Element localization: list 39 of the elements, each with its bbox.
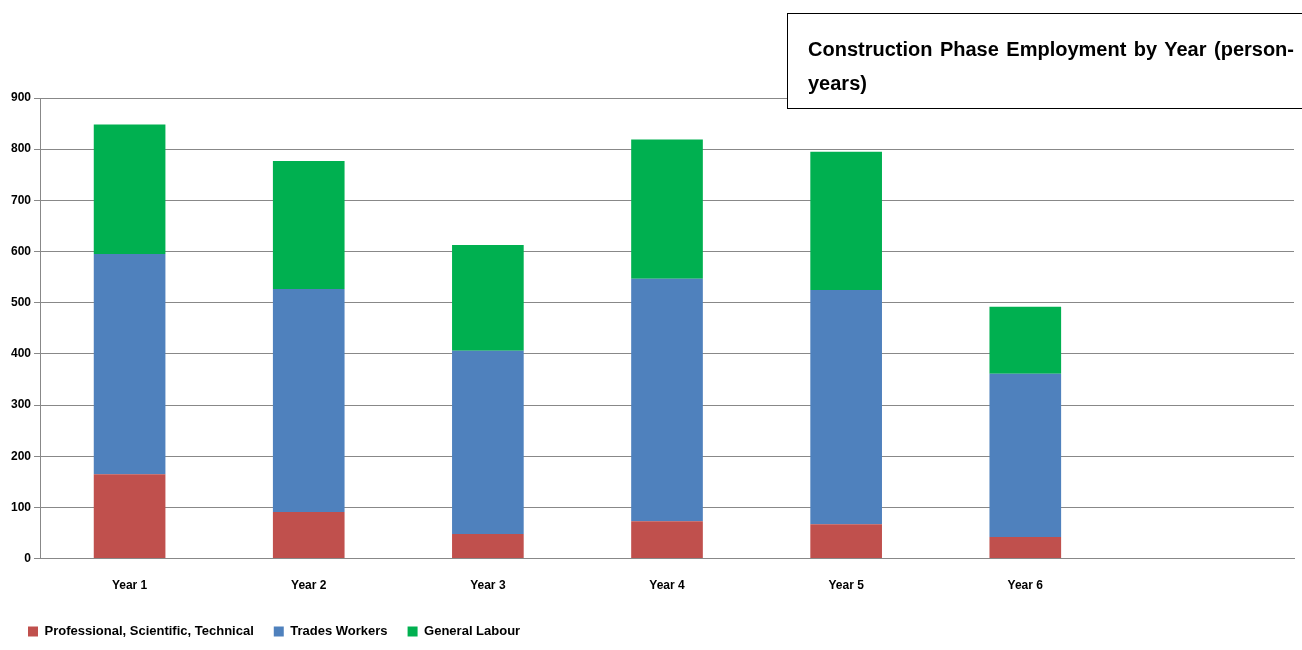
- bar: [93, 254, 166, 475]
- bar: [989, 373, 1062, 538]
- bar: [631, 139, 703, 279]
- y-tick-label: 200: [10, 448, 32, 463]
- legend-label: Professional, Scientific, Technical: [44, 623, 254, 639]
- x-tick-label: Year 3: [470, 578, 506, 593]
- y-tick-label: 400: [10, 346, 32, 361]
- y-tick-label: 300: [10, 397, 32, 412]
- y-tick-label: 900: [10, 90, 32, 105]
- y-tick-label: 700: [10, 192, 32, 207]
- chart-title: Construction Phase Employment by Year (person-years): [808, 37, 1294, 96]
- bar: [272, 160, 345, 289]
- x-tick-label: Year 1: [111, 578, 148, 593]
- y-tick-label: 100: [10, 499, 32, 514]
- bar: [93, 124, 166, 255]
- x-tick-label: Year 4: [649, 578, 686, 593]
- bar: [272, 512, 345, 559]
- x-tick-label: Year 2: [291, 578, 327, 593]
- bar: [810, 151, 882, 290]
- bar: [631, 521, 703, 559]
- bar: [452, 350, 524, 535]
- bar: [93, 474, 166, 559]
- x-tick-label: Year 6: [1007, 578, 1044, 593]
- legend-label: General Labour: [424, 623, 521, 639]
- y-tick-label: 0: [24, 550, 32, 565]
- y-tick-label: 500: [10, 295, 32, 310]
- bar: [631, 278, 703, 522]
- bar: [452, 244, 524, 351]
- bar: [989, 306, 1062, 374]
- legend-label: Trades Workers: [290, 623, 388, 639]
- bar: [810, 524, 882, 559]
- bar: [810, 289, 882, 525]
- y-tick-label: 600: [10, 243, 32, 258]
- bar: [452, 534, 524, 559]
- bar: [272, 288, 345, 513]
- bar: [989, 537, 1062, 559]
- y-tick-label: 800: [10, 141, 32, 156]
- title-frame: Construction Phase Employment by Year (person-years): [787, 13, 1302, 109]
- x-tick-label: Year 5: [828, 578, 865, 593]
